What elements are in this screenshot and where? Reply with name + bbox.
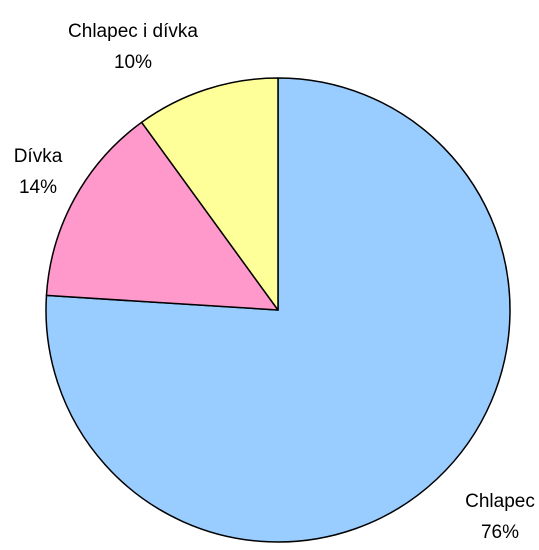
slice-label-chlapec-i-divka: Chlapec i dívka <box>68 21 198 42</box>
slice-label-divka: Dívka <box>14 146 63 167</box>
pie-slice-divka <box>45 121 279 311</box>
slice-value-label-chlapec-i-divka: 10% <box>114 52 152 73</box>
slice-label-chlapec: Chlapec <box>465 491 535 512</box>
pie-slice-chlapec-i-divka <box>140 77 279 311</box>
labels-layer: Chlapec 76% Dívka 14% Chlapec i dívka 10% <box>14 21 535 543</box>
slices-layer <box>45 77 511 543</box>
slice-value-label-divka: 14% <box>19 177 57 198</box>
slice-value-label-chlapec: 76% <box>481 522 519 543</box>
